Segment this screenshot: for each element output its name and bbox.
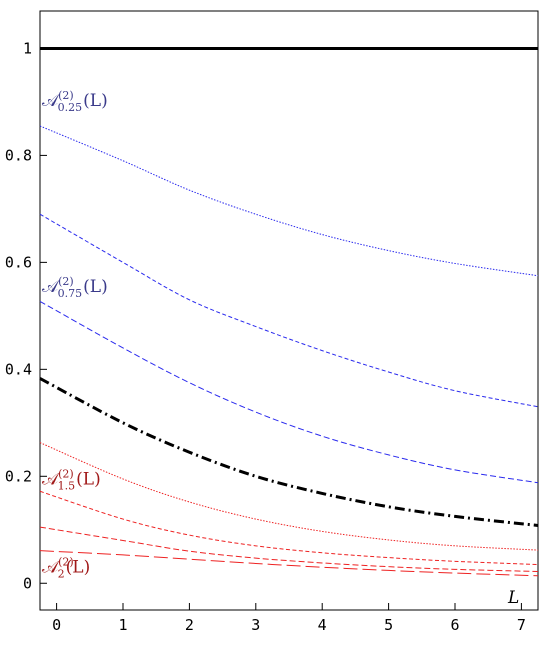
x-tick-label: 0 [52, 616, 61, 634]
x-tick-label: 1 [118, 616, 127, 634]
x-axis-label: L [507, 588, 519, 608]
series-line-9 [39, 550, 539, 577]
x-tick-label: 7 [517, 616, 526, 634]
x-tick-label: 4 [318, 616, 327, 634]
series-line-3 [39, 213, 539, 408]
series-line-7 [39, 490, 539, 566]
curve-annotation-2: 𝒜(2) 0.75(L) [42, 275, 108, 300]
chart-ticks: 0 1 2 3 4 5 6 7 0 0.2 0.4 0.6 0.8 1 [5, 39, 526, 634]
plot-frame [39, 10, 539, 611]
y-tick-label: 0 [23, 574, 32, 592]
curve-annotation-1: 𝒜(2) 0.25(L) [42, 89, 108, 114]
y-tick-label: 0.4 [5, 360, 32, 378]
y-tick-label: 0.6 [5, 253, 32, 271]
chart-annotations: 𝒜(2) 0.25(L) 𝒜(2) 0.75(L) 𝒜(2) 1.5(L) 𝒜(2) 2(L) [42, 89, 108, 580]
series-line-8 [39, 526, 539, 572]
x-tick-label: 2 [185, 616, 194, 634]
series-line-6 [39, 442, 539, 551]
x-tick-label: 5 [384, 616, 393, 634]
x-tick-label: 6 [450, 616, 459, 634]
y-tick-label: 0.2 [5, 467, 32, 485]
y-tick-label: 0.8 [5, 146, 32, 164]
chart-marks [39, 46, 539, 577]
series-line-2 [39, 125, 539, 277]
x-tick-label: 3 [251, 616, 260, 634]
series-line-5 [39, 377, 539, 527]
curve-annotation-4: 𝒜(2) 2(L) [42, 556, 90, 581]
y-tick-label: 1 [23, 39, 32, 57]
curve-annotation-3: 𝒜(2) 1.5(L) [42, 467, 101, 492]
